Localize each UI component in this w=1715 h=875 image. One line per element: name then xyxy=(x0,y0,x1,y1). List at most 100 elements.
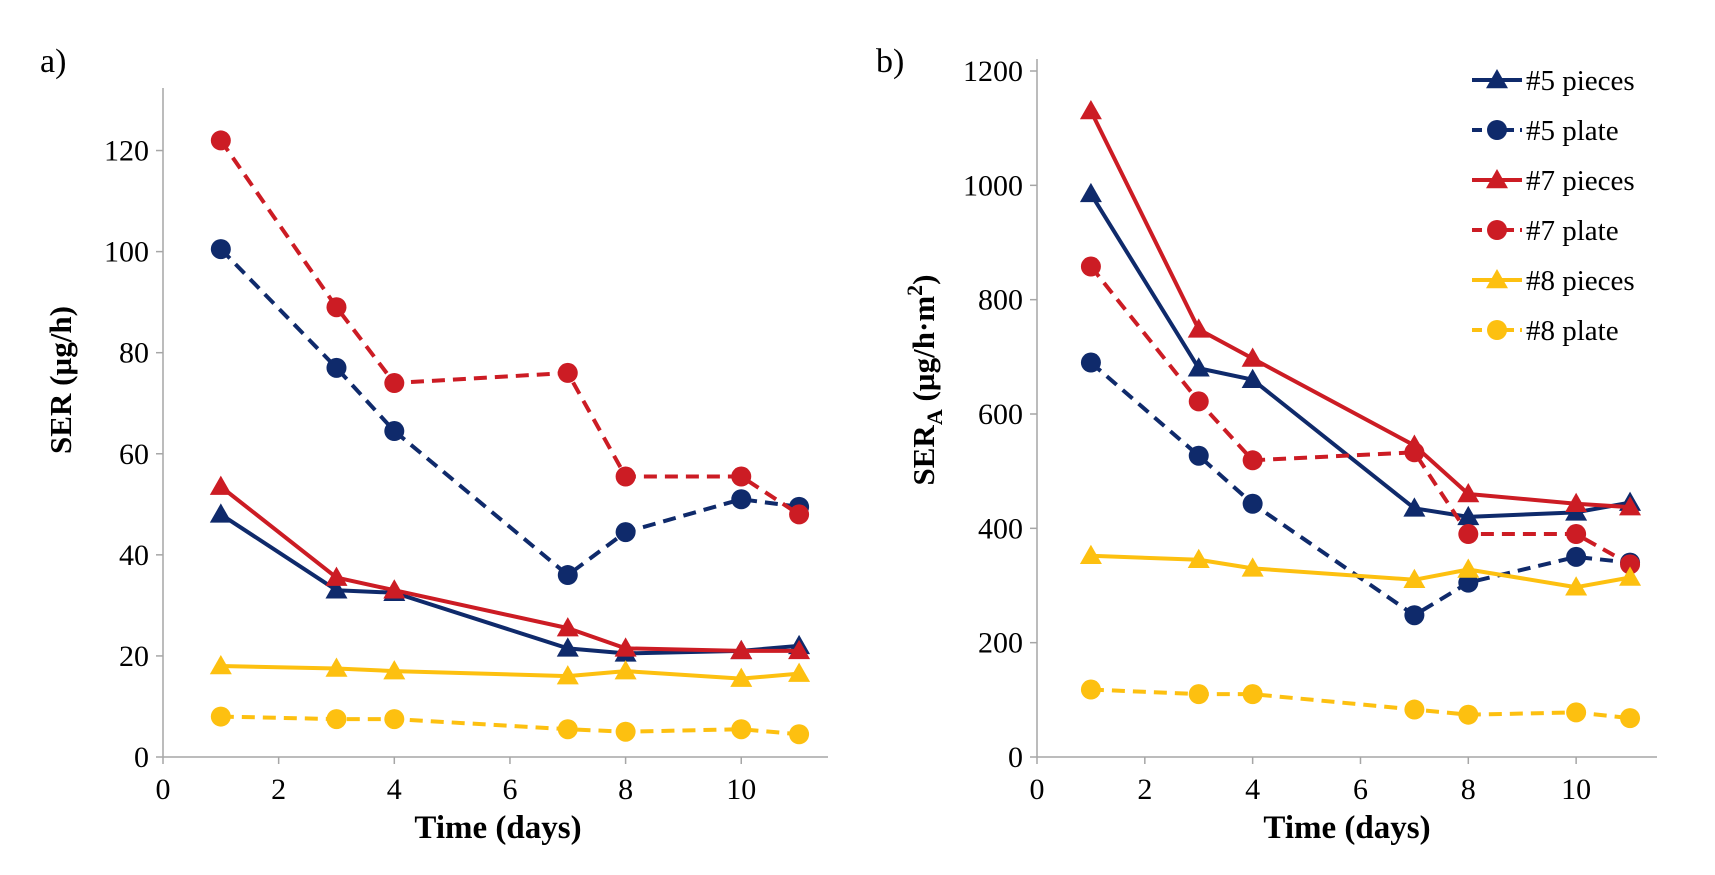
data-point-a-3 xyxy=(326,297,347,318)
y-tick-label-a: 100 xyxy=(104,236,149,269)
series-a-5 xyxy=(210,706,810,745)
y-tick-label-b: 400 xyxy=(978,512,1023,545)
data-point-b-3 xyxy=(1566,524,1587,545)
data-point-a-2 xyxy=(556,617,579,637)
y-tick-label-a: 120 xyxy=(104,135,149,168)
data-point-a-3 xyxy=(789,504,810,525)
data-point-a-5 xyxy=(326,709,347,730)
legend-item: #5 plate xyxy=(1472,115,1619,147)
y-tick-label-b: 1200 xyxy=(963,55,1023,88)
y-axis-label-b-unit: (µg/h·m xyxy=(906,296,941,410)
data-point-a-3 xyxy=(557,362,578,383)
data-point-a-5 xyxy=(557,719,578,740)
data-point-a-5 xyxy=(789,724,810,745)
series-b-3 xyxy=(1080,256,1641,575)
y-tick-label-a: 60 xyxy=(119,438,149,471)
y-tick-label-b: 1000 xyxy=(963,169,1023,202)
legend-label: #7 pieces xyxy=(1526,165,1635,197)
series-a-3 xyxy=(210,130,810,525)
x-axis-label-a: Time (days) xyxy=(414,810,581,846)
y-axis-label-b-end: ) xyxy=(906,275,941,285)
data-point-b-2 xyxy=(1187,318,1210,338)
data-point-b-4 xyxy=(1241,557,1264,577)
data-point-a-2 xyxy=(383,579,406,599)
data-point-a-4 xyxy=(788,662,811,682)
data-point-b-5 xyxy=(1620,708,1641,729)
data-point-a-1 xyxy=(731,489,752,510)
chart-a: a) 0 20 40 60 80 100 120 0 2 4 6 8 10 Time (days) SE… xyxy=(40,43,828,846)
data-point-a-5 xyxy=(384,709,405,730)
data-point-b-5 xyxy=(1458,704,1479,725)
data-point-b-3 xyxy=(1404,442,1425,463)
data-point-b-5 xyxy=(1242,684,1263,705)
data-point-a-3 xyxy=(615,466,636,487)
legend-marker xyxy=(1486,69,1508,89)
data-point-a-1 xyxy=(615,522,636,543)
data-point-b-1 xyxy=(1566,546,1587,567)
data-point-a-1 xyxy=(384,421,405,442)
data-point-a-0 xyxy=(556,637,579,657)
data-point-a-2 xyxy=(730,639,753,660)
data-point-b-0 xyxy=(1241,368,1264,388)
data-point-a-2 xyxy=(614,637,637,657)
legend-item: #8 pieces xyxy=(1472,265,1635,297)
data-point-a-1 xyxy=(210,239,231,260)
x-tick-label-a: 2 xyxy=(271,773,286,806)
data-point-b-3 xyxy=(1458,524,1479,545)
data-point-a-0 xyxy=(209,503,232,523)
data-point-a-5 xyxy=(615,721,636,742)
legend-label: #5 pieces xyxy=(1526,65,1635,97)
legend-marker xyxy=(1487,120,1507,140)
y-axis-label-b-sub: A xyxy=(922,409,947,425)
data-point-a-4 xyxy=(209,655,232,675)
data-point-a-3 xyxy=(210,130,231,151)
data-point-a-4 xyxy=(556,665,579,685)
data-point-b-4 xyxy=(1619,566,1642,586)
y-axis-label-b-main: SER xyxy=(906,425,941,486)
data-point-b-1 xyxy=(1188,445,1209,466)
x-axis-label-b: Time (days) xyxy=(1263,810,1430,846)
series-a-2 xyxy=(209,475,811,660)
data-point-a-2 xyxy=(325,566,348,586)
data-point-b-4 xyxy=(1565,576,1588,596)
data-point-b-3 xyxy=(1620,554,1641,575)
panel-label-b: b) xyxy=(876,43,904,80)
y-tick-label-b: 0 xyxy=(1008,741,1023,774)
x-tick-label-a: 8 xyxy=(618,773,633,806)
data-point-b-3 xyxy=(1080,256,1101,277)
legend-item: #7 plate xyxy=(1472,215,1619,247)
data-point-b-4 xyxy=(1403,568,1426,589)
x-tick-label-a: 10 xyxy=(726,773,756,806)
data-point-a-4 xyxy=(614,660,637,680)
x-tick-label-b: 10 xyxy=(1561,773,1591,806)
y-tick-label-b: 200 xyxy=(978,627,1023,660)
data-point-b-4 xyxy=(1079,544,1102,565)
x-tick-label-b: 0 xyxy=(1030,773,1045,806)
data-point-a-3 xyxy=(384,373,405,394)
data-point-a-4 xyxy=(325,657,348,677)
series-line-b-5 xyxy=(1090,687,1631,721)
data-point-b-4 xyxy=(1457,558,1480,578)
x-tick-label-b: 8 xyxy=(1461,773,1476,806)
data-point-b-1 xyxy=(1404,605,1425,626)
data-point-b-0 xyxy=(1079,182,1102,203)
data-point-b-2 xyxy=(1079,100,1102,120)
data-point-b-5 xyxy=(1404,699,1425,720)
data-point-b-5 xyxy=(1188,684,1209,705)
data-point-a-2 xyxy=(209,475,232,495)
legend-marker xyxy=(1487,220,1507,240)
data-point-a-5 xyxy=(210,706,231,727)
series-line-b-4 xyxy=(1090,553,1631,590)
legend-label: #8 pieces xyxy=(1526,265,1635,297)
series-a-4 xyxy=(209,655,811,687)
x-tick-label-a: 4 xyxy=(387,773,402,806)
data-point-b-1 xyxy=(1080,352,1101,373)
x-tick-label-b: 4 xyxy=(1245,773,1260,806)
series-b-5 xyxy=(1080,679,1641,729)
x-tick-label-b: 6 xyxy=(1353,773,1368,806)
y-tick-label-b: 800 xyxy=(978,284,1023,317)
y-tick-label-a: 20 xyxy=(119,640,149,673)
data-point-a-5 xyxy=(731,719,752,740)
data-point-a-4 xyxy=(730,667,753,687)
